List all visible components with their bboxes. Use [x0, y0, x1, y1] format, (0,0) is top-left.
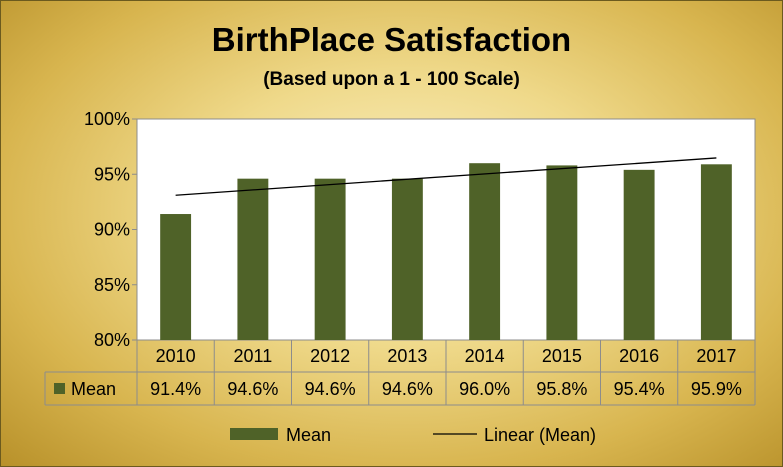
bar	[237, 178, 269, 340]
data-label: 94.6%	[382, 379, 433, 399]
chart-title: BirthPlace Satisfaction	[211, 21, 572, 58]
x-tick-label: 2013	[387, 346, 427, 366]
x-tick-label: 2012	[310, 346, 350, 366]
trendline	[175, 157, 717, 196]
x-tick-label: 2016	[619, 346, 659, 366]
data-label: 96.0%	[459, 379, 510, 399]
bar	[160, 214, 192, 340]
data-label: 91.4%	[150, 379, 201, 399]
x-tick-label: 2015	[542, 346, 582, 366]
table-series-name: Mean	[71, 379, 116, 399]
y-tick-label: 90%	[94, 220, 130, 240]
x-tick-label: 2014	[465, 346, 505, 366]
data-label: 94.6%	[227, 379, 278, 399]
y-tick-label: 100%	[84, 109, 130, 129]
legend-swatch-mean	[230, 428, 278, 440]
bar	[469, 163, 501, 340]
bar	[623, 169, 655, 340]
data-label: 95.8%	[536, 379, 587, 399]
legend-label-mean: Mean	[286, 425, 331, 445]
legend-label-trendline: Linear (Mean)	[484, 425, 596, 445]
data-label: 95.9%	[691, 379, 742, 399]
y-tick-label: 95%	[94, 164, 130, 184]
x-tick-label: 2011	[234, 346, 273, 366]
bar	[700, 164, 732, 340]
chart-subtitle: (Based upon a 1 - 100 Scale)	[263, 69, 520, 90]
y-tick-label: 80%	[94, 330, 130, 350]
bar	[391, 178, 423, 340]
x-tick-label: 2017	[696, 346, 736, 366]
plot-area	[136, 118, 756, 341]
data-label: 95.4%	[614, 379, 665, 399]
table-legend-key	[54, 383, 65, 394]
x-tick-label: 2010	[156, 346, 196, 366]
bar	[314, 178, 346, 340]
data-label: 94.6%	[305, 379, 356, 399]
y-tick-label: 85%	[94, 275, 130, 295]
bar	[546, 165, 578, 340]
